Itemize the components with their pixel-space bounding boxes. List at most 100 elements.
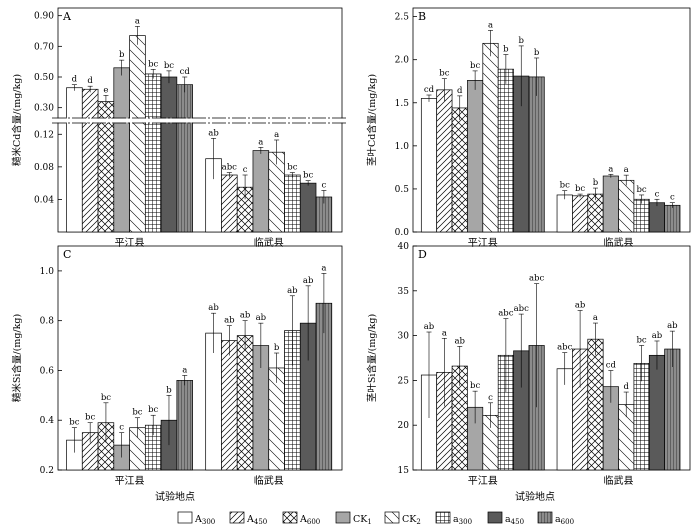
significance-letter: bc: [148, 59, 158, 69]
significance-letter: bc: [148, 405, 158, 415]
y-tick-label: 35: [398, 287, 410, 297]
significance-letter: bc: [132, 408, 142, 418]
significance-letter: a: [135, 16, 140, 26]
significance-letter: c: [488, 393, 493, 403]
significance-letter: b: [593, 178, 599, 188]
bar-a450: [572, 195, 589, 233]
legend-swatch-a300: [177, 511, 193, 524]
bar-ck1: [113, 67, 130, 233]
bar-ck2: [618, 179, 635, 233]
bar-a300: [556, 194, 573, 233]
bar-a450: [221, 340, 238, 471]
y-tick-label: 0.90: [34, 12, 54, 22]
significance-letter: b: [534, 48, 540, 58]
y-tick-label: 30: [398, 332, 410, 342]
significance-letter: abc: [557, 343, 573, 353]
legend-label-a300: A300: [194, 514, 215, 526]
bar-ck1: [467, 80, 484, 233]
legend-swatch-a600: [537, 511, 553, 524]
bar-a450: [648, 354, 666, 471]
bar-a300: [66, 87, 83, 233]
significance-letter: bc: [164, 61, 174, 71]
bar-ck2: [482, 42, 499, 233]
significance-letter: ab: [287, 286, 298, 296]
panel-a: 0.040.080.120.300.500.700.90dabdabcecbaa…: [11, 7, 348, 249]
x-category-label: 平江县: [115, 475, 145, 487]
x-category-label: 平江县: [468, 237, 498, 249]
significance-letter: d: [87, 76, 93, 86]
significance-letter: ab: [208, 128, 219, 138]
bar-a450: [81, 88, 99, 233]
bar-ck2: [268, 367, 285, 471]
significance-letter: c: [670, 193, 675, 203]
bar-a300: [420, 98, 438, 233]
y-tick-label: 2.0: [395, 56, 410, 66]
significance-letter: cd: [424, 85, 435, 95]
bar-a600: [664, 348, 681, 471]
plot-frame: [57, 245, 343, 471]
bar-a600: [587, 338, 604, 471]
significance-letter: abc: [514, 304, 530, 314]
significance-letter: d: [72, 75, 78, 85]
significance-letter: a: [624, 165, 629, 175]
bar-a300: [205, 332, 222, 471]
significance-letter: a: [274, 130, 279, 140]
significance-letter: bc: [303, 171, 313, 181]
significance-letter: bc: [101, 393, 111, 403]
significance-letter: a: [321, 263, 326, 273]
significance-letter: c: [322, 180, 327, 190]
legend-swatch-a600: [282, 511, 298, 524]
panel-d: 152025303540ababcaabababccdcdabcbcabcaba…: [366, 242, 691, 487]
y-tick-label: 0.0: [395, 228, 410, 238]
significance-letter: abc: [222, 163, 238, 173]
panel-label: A: [62, 10, 72, 23]
legend-label-a300: a300: [453, 514, 472, 526]
y-tick-label: 20: [398, 421, 410, 431]
plot-frame: [412, 245, 691, 471]
significance-letter: c: [655, 189, 660, 199]
bar-a600: [236, 335, 254, 471]
bar-a450: [299, 182, 317, 233]
legend-label-a600: a600: [555, 514, 574, 526]
y-tick-label: 0.5: [395, 185, 410, 195]
y-tick-label: 2.5: [395, 13, 410, 23]
significance-letter: ab: [652, 331, 663, 341]
significance-letter: d: [457, 86, 463, 96]
significance-letter: ab: [240, 311, 251, 321]
panel-label: D: [418, 248, 427, 261]
bar-a450: [221, 174, 238, 233]
bar-a600: [176, 380, 193, 471]
bar-a450: [160, 76, 178, 233]
legend-swatch-a450: [229, 511, 245, 524]
significance-letter: a: [593, 313, 598, 323]
significance-letter: abc: [498, 309, 514, 319]
significance-letter: c: [243, 165, 248, 175]
significance-letter: cd: [180, 67, 191, 77]
y-tick-label: 15: [398, 466, 410, 476]
y-tick-label: 0.6: [40, 366, 55, 376]
x-axis-title-right: 试验地点: [515, 490, 555, 503]
bar-a600: [451, 107, 468, 233]
x-axis-title-left: 试验地点: [155, 490, 195, 503]
significance-letter: a: [488, 20, 493, 30]
significance-letter: bc: [85, 413, 95, 423]
y-tick-label: 25: [398, 376, 410, 386]
significance-letter: bc: [636, 185, 646, 195]
significance-letter: b: [503, 45, 509, 55]
bar-ck2: [129, 35, 146, 233]
y-axis-label: 糙米Si含量/(mg/kg): [11, 314, 23, 402]
y-tick-label: 0.4: [40, 416, 55, 426]
significance-letter: ab: [256, 313, 267, 323]
significance-letter: ab: [454, 336, 465, 346]
y-axis-label: 茎叶Si含量/(mg/kg): [366, 314, 378, 402]
significance-letter: ab: [424, 322, 435, 332]
significance-letter: a: [182, 365, 187, 375]
significance-letter: bc: [575, 184, 585, 194]
legend-swatch-a450: [487, 511, 503, 524]
y-tick-label: 0.8: [40, 317, 55, 327]
legend: A300 A450 A600 CK1 CK2 a300 a450 a600: [177, 511, 574, 526]
significance-letter: ab: [575, 301, 586, 311]
y-tick-label: 0.30: [34, 104, 54, 114]
y-tick-label: 0.04: [34, 195, 54, 205]
